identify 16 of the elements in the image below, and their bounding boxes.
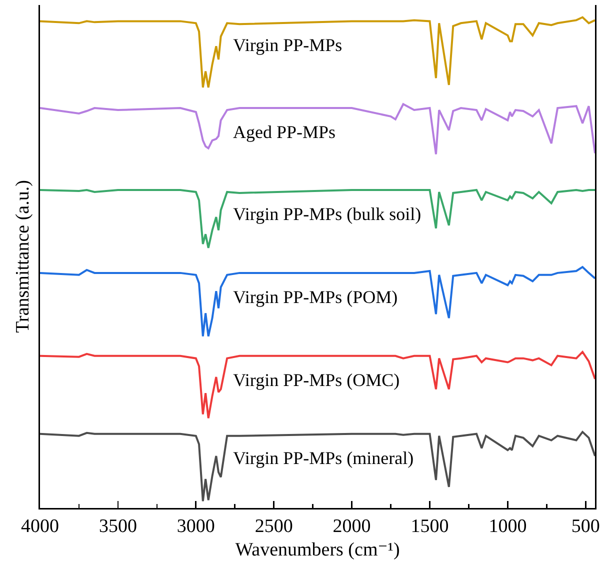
series-label: Virgin PP-MPs (POM) xyxy=(233,287,398,307)
x-tick-label: 4000 xyxy=(21,516,59,538)
x-axis-title: Wavenumbers (cm⁻¹) xyxy=(235,540,400,561)
x-tick-label: 500 xyxy=(571,516,600,538)
x-tick-label: 3000 xyxy=(176,516,215,538)
series-label: Virgin PP-MPs (bulk soil) xyxy=(233,204,422,224)
x-tick-label: 2000 xyxy=(332,516,371,538)
x-tick-label: 1000 xyxy=(488,516,527,538)
x-tick-label: 1500 xyxy=(410,516,449,538)
y-axis-title: Transmittance (a.u.) xyxy=(12,180,34,333)
x-tick-label: 2500 xyxy=(254,516,293,538)
series-label: Virgin PP-MPs xyxy=(233,35,342,55)
series-label: Virgin PP-MPs (OMC) xyxy=(233,370,400,390)
x-tick-label: 3500 xyxy=(98,516,137,538)
series-label: Aged PP-MPs xyxy=(233,122,336,142)
series-label: Virgin PP-MPs (mineral) xyxy=(233,448,414,468)
